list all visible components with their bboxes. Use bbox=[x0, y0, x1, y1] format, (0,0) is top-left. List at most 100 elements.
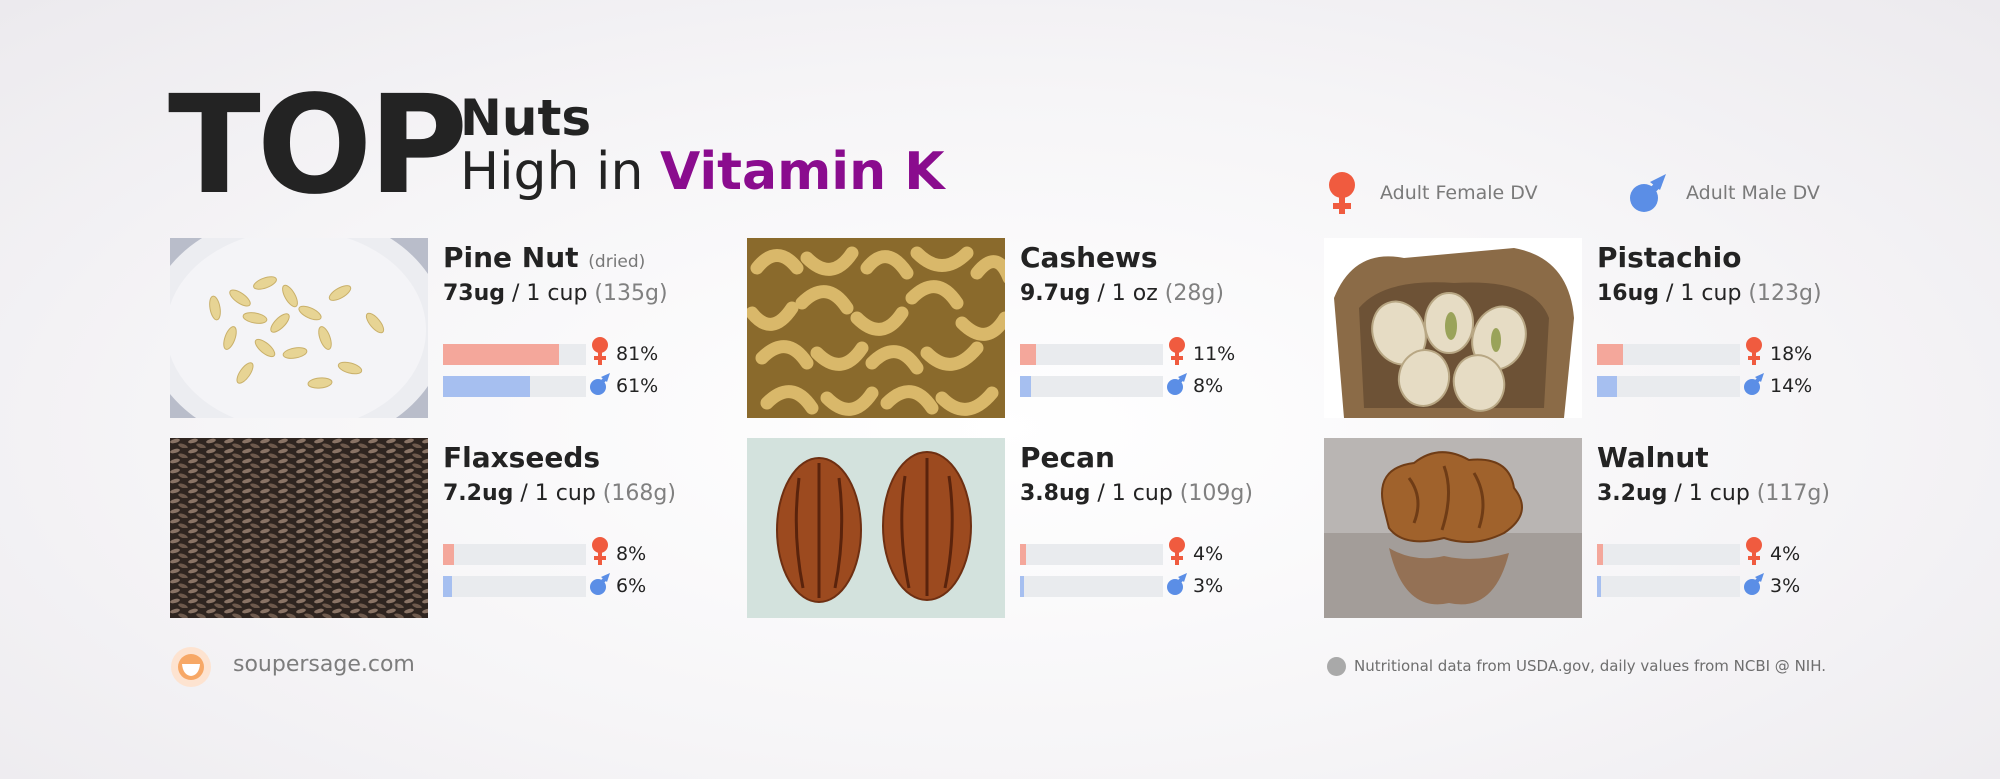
item-grams: (135g) bbox=[594, 281, 668, 306]
item-amount-value: 7.2ug bbox=[443, 481, 514, 506]
male-dv-track bbox=[1020, 376, 1163, 397]
item-amount-value: 9.7ug bbox=[1020, 281, 1091, 306]
female-symbol-icon bbox=[1746, 537, 1762, 565]
male-symbol-icon bbox=[1630, 174, 1666, 212]
legend-female-label: Adult Female DV bbox=[1380, 182, 1538, 204]
item-name-text: Flaxseeds bbox=[443, 441, 601, 474]
female-dv-bar bbox=[1020, 344, 1036, 365]
female-symbol-icon bbox=[592, 537, 608, 565]
item-amount: 3.8ug / 1 cup (109g) bbox=[1020, 480, 1253, 508]
item-amount: 73ug / 1 cup (135g) bbox=[443, 280, 668, 308]
female-dv-percent: 4% bbox=[1770, 543, 1801, 565]
male-dv-percent: 3% bbox=[1770, 575, 1801, 597]
item-amount: 3.2ug / 1 cup (117g) bbox=[1597, 480, 1830, 508]
item-grams: (123g) bbox=[1748, 281, 1822, 306]
soupersage-logo-icon[interactable] bbox=[170, 646, 212, 688]
item-serving: / 1 cup bbox=[513, 481, 603, 506]
nut-card-pistachio: Pistachio 16ug / 1 cup (123g) 18% 14% bbox=[1324, 238, 1884, 418]
nut-card-cashews: Cashews 9.7ug / 1 oz (28g) 11% 8% bbox=[747, 238, 1307, 418]
title-nutrient: Vitamin K bbox=[659, 142, 945, 202]
legend-male: Adult Male DV bbox=[1628, 168, 1820, 218]
legend-female: Adult Female DV bbox=[1322, 168, 1538, 218]
female-dv-track bbox=[443, 544, 586, 565]
male-dv-track bbox=[1597, 376, 1740, 397]
flaxseeds-photo bbox=[170, 438, 428, 618]
item-amount: 9.7ug / 1 oz (28g) bbox=[1020, 280, 1224, 308]
male-dv-bar bbox=[443, 376, 531, 397]
male-symbol-icon bbox=[590, 373, 610, 395]
male-dv-bar bbox=[1020, 576, 1025, 597]
male-dv-bar bbox=[1597, 576, 1602, 597]
female-dv-track bbox=[1597, 544, 1740, 565]
item-name: Cashews bbox=[1020, 241, 1158, 275]
male-dv-row: 6% bbox=[443, 573, 683, 598]
male-symbol-icon bbox=[1744, 373, 1764, 395]
site-link[interactable]: soupersage.com bbox=[233, 652, 415, 677]
item-grams: (109g) bbox=[1179, 481, 1253, 506]
female-dv-row: 18% bbox=[1597, 337, 1837, 366]
item-amount-value: 3.2ug bbox=[1597, 481, 1668, 506]
male-dv-percent: 6% bbox=[616, 575, 647, 597]
female-dv-bar bbox=[443, 344, 559, 365]
female-dv-track bbox=[1020, 344, 1163, 365]
item-name-text: Pine Nut bbox=[443, 241, 579, 274]
item-name-text: Walnut bbox=[1597, 441, 1709, 474]
male-dv-percent: 61% bbox=[616, 375, 659, 397]
male-dv-track bbox=[443, 576, 586, 597]
male-symbol-icon bbox=[1167, 573, 1187, 595]
pistachio-photo bbox=[1324, 238, 1582, 418]
item-serving: / 1 cup bbox=[1667, 481, 1757, 506]
item-name: Pine Nut (dried) bbox=[443, 241, 645, 279]
male-symbol-icon bbox=[1167, 373, 1187, 395]
female-dv-row: 8% bbox=[443, 537, 683, 566]
pine-nut-photo bbox=[170, 238, 428, 418]
male-dv-bar bbox=[443, 576, 452, 597]
female-dv-row: 4% bbox=[1020, 537, 1260, 566]
cashews-photo bbox=[747, 238, 1005, 418]
title-prefix: High in bbox=[460, 142, 660, 202]
info-dot-icon bbox=[1327, 657, 1346, 676]
source-note: Nutritional data from USDA.gov, daily va… bbox=[1354, 657, 1826, 675]
legend-male-label: Adult Male DV bbox=[1686, 182, 1820, 204]
nut-card-walnut: Walnut 3.2ug / 1 cup (117g) 4% 3% bbox=[1324, 438, 1884, 618]
item-amount: 16ug / 1 cup (123g) bbox=[1597, 280, 1822, 308]
male-dv-row: 3% bbox=[1597, 573, 1837, 598]
male-symbol-icon bbox=[1744, 573, 1764, 595]
female-dv-percent: 81% bbox=[616, 343, 659, 365]
item-amount: 7.2ug / 1 cup (168g) bbox=[443, 480, 676, 508]
female-dv-row: 81% bbox=[443, 337, 683, 366]
female-symbol-icon bbox=[1746, 337, 1762, 365]
title-category: Nuts bbox=[460, 89, 592, 147]
male-dv-row: 14% bbox=[1597, 373, 1837, 398]
item-amount-value: 3.8ug bbox=[1020, 481, 1091, 506]
female-dv-row: 4% bbox=[1597, 537, 1837, 566]
title-subtitle: High in Vitamin K bbox=[460, 142, 945, 202]
female-dv-bar bbox=[1020, 544, 1026, 565]
female-dv-track bbox=[1597, 344, 1740, 365]
nut-card-flaxseeds: Flaxseeds 7.2ug / 1 cup (168g) 8% 6% bbox=[170, 438, 730, 618]
item-grams: (28g) bbox=[1164, 281, 1224, 306]
item-grams: (168g) bbox=[602, 481, 676, 506]
item-name-text: Pecan bbox=[1020, 441, 1115, 474]
female-symbol-icon bbox=[1329, 172, 1355, 214]
item-name: Pecan bbox=[1020, 441, 1115, 475]
pecan-photo bbox=[747, 438, 1005, 618]
item-name-text: Pistachio bbox=[1597, 241, 1742, 274]
male-dv-row: 61% bbox=[443, 373, 683, 398]
item-serving: / 1 cup bbox=[1659, 281, 1749, 306]
item-name: Pistachio bbox=[1597, 241, 1741, 275]
male-dv-track bbox=[1020, 576, 1163, 597]
male-dv-percent: 3% bbox=[1193, 575, 1224, 597]
female-dv-row: 11% bbox=[1020, 337, 1260, 366]
item-serving: / 1 cup bbox=[1090, 481, 1180, 506]
item-name: Walnut bbox=[1597, 441, 1709, 475]
female-dv-track bbox=[1020, 544, 1163, 565]
walnut-photo bbox=[1324, 438, 1582, 618]
male-dv-percent: 8% bbox=[1193, 375, 1224, 397]
top-word: TOP bbox=[168, 67, 468, 225]
item-amount-value: 73ug bbox=[443, 281, 506, 306]
female-dv-percent: 4% bbox=[1193, 543, 1224, 565]
female-symbol-icon bbox=[592, 337, 608, 365]
male-dv-percent: 14% bbox=[1770, 375, 1813, 397]
female-dv-track bbox=[443, 344, 586, 365]
